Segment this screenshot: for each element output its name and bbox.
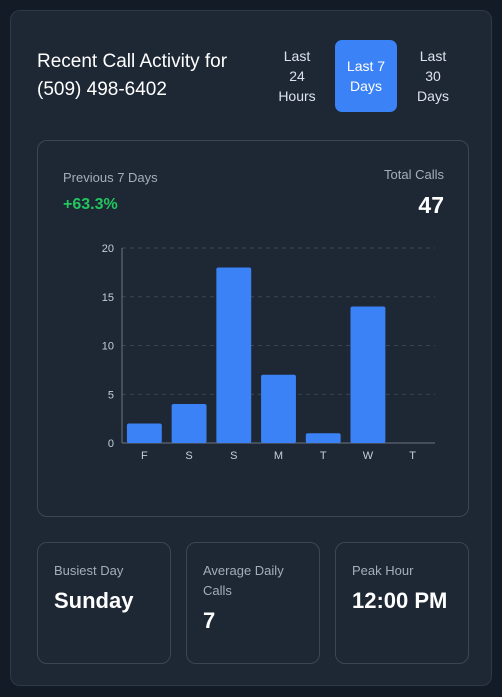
x-tick-label: S — [185, 450, 192, 462]
tab-last-30-days[interactable]: Last 30 Days — [417, 48, 449, 104]
busiest-day-value: Sunday — [54, 588, 134, 613]
bar — [305, 433, 341, 443]
busiest-day-card: Busiest Day Sunday — [37, 542, 171, 664]
average-daily-calls-card: Average Daily Calls 7 — [186, 542, 320, 664]
x-tick-label: W — [363, 450, 374, 462]
average-daily-calls-label: Average Daily Calls — [203, 563, 284, 598]
call-activity-panel: Recent Call Activity for (509) 498-6402 … — [10, 10, 492, 686]
bar — [261, 374, 296, 443]
busiest-day-label: Busiest Day — [54, 563, 124, 578]
previous-period-change: +63.3% — [63, 196, 118, 213]
tab-last-24-hours[interactable]: Last 24 Hours — [278, 48, 316, 104]
x-tick-label: T — [409, 450, 416, 462]
peak-hour-card: Peak Hour 12:00 PM — [335, 542, 469, 664]
peak-hour-value: 12:00 PM — [352, 588, 448, 613]
y-tick-label: 15 — [102, 292, 114, 304]
bar — [171, 404, 207, 443]
tab-last-7-days[interactable]: Last 7 Days — [335, 40, 397, 112]
y-tick-label: 10 — [102, 341, 114, 353]
y-tick-label: 20 — [102, 243, 114, 255]
x-tick-label: S — [230, 450, 237, 462]
panel-title: Recent Call Activity for (509) 498-6402 — [37, 51, 228, 100]
bar — [350, 306, 386, 443]
bar — [216, 267, 252, 443]
total-calls-label: Total Calls — [384, 167, 444, 182]
y-tick-label: 5 — [108, 389, 114, 401]
total-calls-value: 47 — [418, 192, 444, 218]
chart-card: Previous 7 Days +63.3% Total Calls 47 0 5… — [37, 140, 469, 517]
bar — [126, 423, 162, 443]
x-tick-label: T — [320, 450, 327, 462]
time-range-tabs: Last 24 Hours Last 7 Days Last 30 Days — [266, 40, 466, 112]
calls-bar-chart: 0 5 10 15 20 F S S M T W T — [102, 243, 435, 462]
average-daily-calls-value: 7 — [203, 608, 216, 633]
x-tick-label: M — [274, 450, 283, 462]
previous-period-label: Previous 7 Days — [63, 170, 158, 185]
peak-hour-label: Peak Hour — [352, 563, 414, 578]
y-tick-label: 0 — [108, 438, 114, 450]
x-tick-label: F — [141, 450, 148, 462]
